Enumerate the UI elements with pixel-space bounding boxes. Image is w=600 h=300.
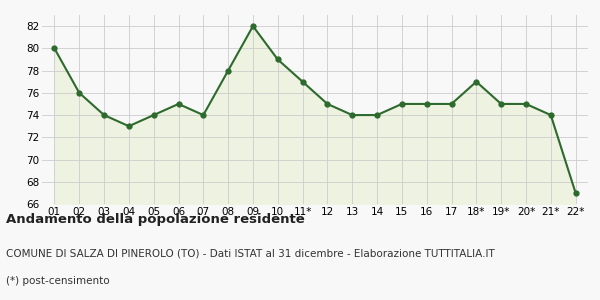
Text: COMUNE DI SALZA DI PINEROLO (TO) - Dati ISTAT al 31 dicembre - Elaborazione TUTT: COMUNE DI SALZA DI PINEROLO (TO) - Dati … <box>6 249 495 259</box>
Text: (*) post-censimento: (*) post-censimento <box>6 276 110 286</box>
Text: Andamento della popolazione residente: Andamento della popolazione residente <box>6 213 305 226</box>
